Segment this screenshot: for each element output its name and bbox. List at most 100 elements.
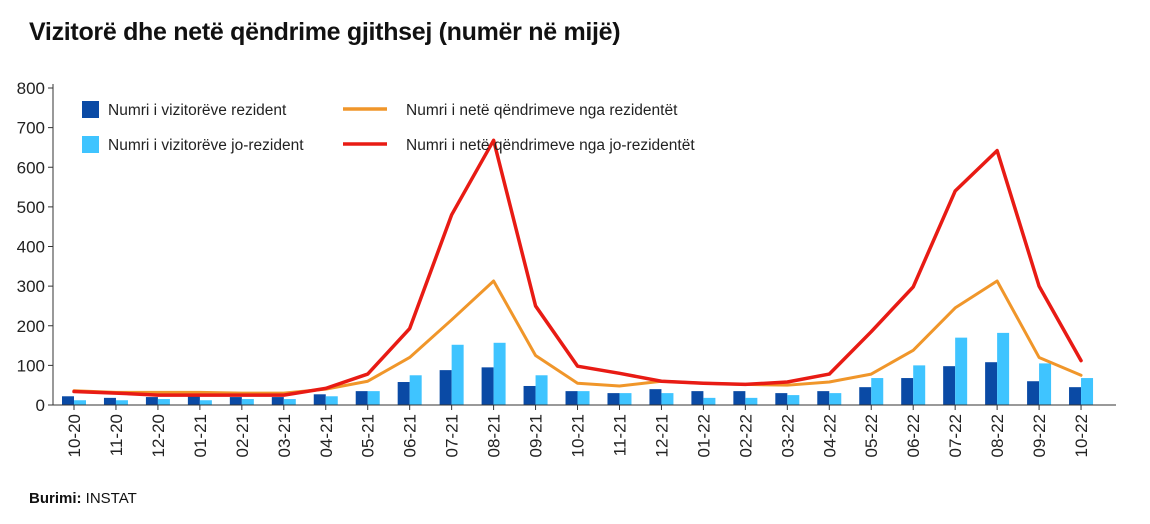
bar-resident-visitors xyxy=(565,391,578,405)
bar-nonresident-visitors xyxy=(199,400,212,405)
bar-resident-visitors xyxy=(985,362,998,405)
chart-title: Vizitorë dhe netë qëndrime gjithsej (num… xyxy=(29,18,621,46)
x-ticks: 10-20 11-20 12-20 01-21 02-21 03-21 04-21 05-21… xyxy=(65,405,1091,457)
bar-nonresident-visitors xyxy=(1081,378,1094,405)
bar-resident-visitors xyxy=(817,391,830,405)
bar-resident-visitors xyxy=(649,389,662,405)
bars xyxy=(62,332,1094,405)
bar-nonresident-visitors xyxy=(787,395,800,405)
bar-nonresident-visitors xyxy=(871,378,884,405)
source-label: Burimi: xyxy=(29,490,82,507)
bar-nonresident-visitors xyxy=(325,396,338,405)
bar-resident-visitors xyxy=(691,391,704,405)
x-tick-label: 11-21 xyxy=(610,414,629,456)
y-tick-label: 100 xyxy=(17,356,45,375)
bar-resident-visitors xyxy=(481,367,494,405)
x-tick-label: 10-21 xyxy=(569,414,588,457)
bar-nonresident-visitors xyxy=(619,393,632,405)
y-tick-label: 500 xyxy=(17,198,45,217)
bar-nonresident-visitors xyxy=(409,375,422,405)
x-tick-label: 12-20 xyxy=(149,414,168,457)
x-tick-label: 09-21 xyxy=(527,414,546,457)
x-tick-label: 07-21 xyxy=(443,414,462,457)
source-note: Burimi: INSTAT xyxy=(29,490,137,507)
legend-resident-visitors-swatch xyxy=(82,101,99,118)
line-nonresident-nights xyxy=(72,138,1083,397)
x-tick-label: 06-22 xyxy=(904,414,923,457)
bar-nonresident-visitors xyxy=(703,397,716,405)
y-tick-label: 300 xyxy=(17,277,45,296)
line-resident-nights xyxy=(72,279,1083,395)
bar-resident-visitors xyxy=(901,378,914,405)
legend-nonresident-visitors-label: Numri i vizitorëve jo-rezident xyxy=(108,137,304,154)
lines xyxy=(72,138,1083,397)
x-tick-label: 05-22 xyxy=(862,414,881,457)
bar-resident-visitors xyxy=(145,397,158,405)
bar-resident-visitors xyxy=(607,393,620,405)
bar-resident-visitors xyxy=(355,391,368,405)
legend: Numri i vizitorëve rezident Numri i vizit… xyxy=(82,101,695,154)
bar-nonresident-visitors xyxy=(955,337,968,405)
x-tick-label: 01-21 xyxy=(191,414,210,457)
bar-resident-visitors xyxy=(523,385,536,405)
bar-nonresident-visitors xyxy=(241,399,254,405)
x-tick-label: 02-22 xyxy=(736,414,755,457)
bar-nonresident-visitors xyxy=(157,399,170,405)
bar-nonresident-visitors xyxy=(745,397,758,405)
y-tick-label: 800 xyxy=(17,79,45,98)
y-tick-label: 700 xyxy=(17,119,45,138)
y-ticks: 0 100 200 300 400 500 600 700 800 xyxy=(17,79,53,415)
y-tick-label: 200 xyxy=(17,317,45,336)
bar-resident-visitors xyxy=(62,396,74,405)
x-tick-label: 06-21 xyxy=(401,414,420,457)
bar-resident-visitors xyxy=(775,393,788,405)
legend-nonresident-nights-label: Numri i netë qëndrimeve nga jo-rezidentë… xyxy=(406,137,695,154)
y-tick-label: 400 xyxy=(17,238,45,257)
bar-nonresident-visitors xyxy=(283,399,296,405)
bar-resident-visitors xyxy=(397,382,410,405)
source-value: INSTAT xyxy=(85,490,137,507)
bar-resident-visitors xyxy=(733,391,746,405)
bar-nonresident-visitors xyxy=(367,391,380,405)
x-tick-label: 07-22 xyxy=(946,414,965,457)
bar-resident-visitors xyxy=(439,370,452,405)
x-tick-label: 11-20 xyxy=(107,414,126,456)
y-tick-label: 600 xyxy=(17,158,45,177)
x-tick-label: 01-22 xyxy=(694,414,713,457)
bar-nonresident-visitors xyxy=(74,400,86,405)
x-tick-label: 12-21 xyxy=(652,414,671,457)
bar-nonresident-visitors xyxy=(115,400,128,405)
x-tick-label: 10-20 xyxy=(65,414,84,457)
bar-nonresident-visitors xyxy=(577,391,590,405)
bar-nonresident-visitors xyxy=(997,332,1010,405)
bar-resident-visitors xyxy=(1027,381,1040,405)
bar-nonresident-visitors xyxy=(451,344,464,405)
x-tick-label: 08-21 xyxy=(485,414,504,457)
bar-resident-visitors xyxy=(943,366,956,405)
bar-resident-visitors xyxy=(187,396,200,405)
x-tick-label: 03-22 xyxy=(778,414,797,457)
bar-nonresident-visitors xyxy=(913,365,926,405)
bar-resident-visitors xyxy=(271,397,284,405)
x-tick-label: 04-22 xyxy=(820,414,839,457)
bar-resident-visitors xyxy=(103,397,116,405)
y-tick-label: 0 xyxy=(36,396,45,415)
x-tick-label: 03-21 xyxy=(275,414,294,457)
bar-resident-visitors xyxy=(1069,387,1082,405)
legend-resident-visitors-label: Numri i vizitorëve rezident xyxy=(108,102,287,119)
bar-resident-visitors xyxy=(859,387,872,405)
legend-resident-nights-label: Numri i netë qëndrimeve nga rezidentët xyxy=(406,102,678,119)
bar-resident-visitors xyxy=(229,397,242,405)
x-tick-label: 08-22 xyxy=(988,414,1007,457)
bar-nonresident-visitors xyxy=(493,342,506,405)
x-tick-label: 02-21 xyxy=(233,414,252,457)
x-tick-label: 05-21 xyxy=(359,414,378,457)
legend-nonresident-visitors-swatch xyxy=(82,136,99,153)
x-tick-label: 04-21 xyxy=(317,414,336,457)
x-tick-label: 10-22 xyxy=(1072,414,1091,457)
bar-nonresident-visitors xyxy=(829,393,842,405)
bar-nonresident-visitors xyxy=(535,375,548,405)
bar-resident-visitors xyxy=(313,394,326,405)
bar-nonresident-visitors xyxy=(661,393,674,405)
